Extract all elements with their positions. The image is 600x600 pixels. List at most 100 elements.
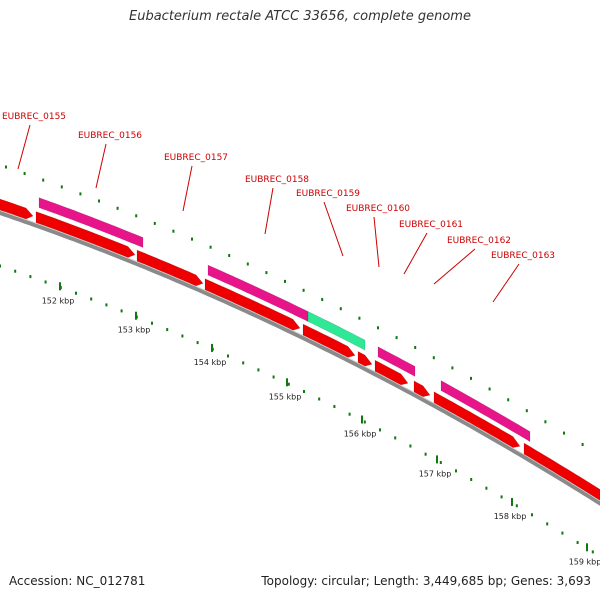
scale-tick-outer <box>79 192 82 196</box>
scale-tick-inner <box>455 469 457 473</box>
rna-feature <box>307 311 366 351</box>
backbone-track <box>0 210 600 506</box>
scale-tick-inner <box>303 390 305 393</box>
scale-tick-inner <box>561 531 564 535</box>
scale-tick-inner <box>500 495 503 499</box>
scale-tick-inner <box>409 444 412 448</box>
scale-tick-outer <box>98 199 100 203</box>
kbp-tick-label: 157 kbp <box>419 469 452 478</box>
scale-tick-inner <box>531 513 533 517</box>
label-layer: 152 kbp 153 kbp 154 kbp 155 kbp 156 kbp 157 k… <box>2 112 600 566</box>
scale-tick-inner <box>485 486 488 490</box>
cds-arrow <box>433 391 521 448</box>
scale-tick-inner <box>227 354 229 358</box>
scale-tick-inner <box>181 334 184 338</box>
scale-tick-outer <box>339 307 342 311</box>
scale-tick-inner <box>44 280 47 284</box>
scale-tick-outer <box>525 409 528 413</box>
kbp-tick-label: 156 kbp <box>344 430 377 439</box>
scale-tick-outer <box>265 271 268 275</box>
scale-tick-outer <box>116 206 119 210</box>
scale-tick-inner <box>75 291 77 295</box>
scale-tick-outer <box>284 279 286 283</box>
kbp-tick-label: 159 kbp <box>569 557 600 566</box>
scale-tick-outer <box>414 346 417 349</box>
scale-tick-inner <box>90 297 93 301</box>
scale-tick-inner <box>242 361 245 365</box>
scale-tick-inner <box>363 420 366 424</box>
cds-arrow <box>413 380 431 398</box>
scale-tick-outer <box>581 443 584 446</box>
scale-tick-inner <box>151 321 153 325</box>
gene-label-eubrec_0162: EUBREC_0162 <box>447 236 511 246</box>
gene-label-eubrec_0160: EUBREC_0160 <box>346 204 410 214</box>
scale-tick-outer <box>191 237 193 241</box>
cds-arrow <box>374 359 409 386</box>
scale-tick-inner <box>515 504 518 508</box>
scale-tick-inner <box>0 264 1 268</box>
cds-arrow <box>357 351 373 367</box>
scale-tick-inner <box>379 428 381 432</box>
scale-tick-inner <box>287 382 290 386</box>
scale-tick-inner <box>14 269 17 273</box>
scale-tick-outer <box>60 185 63 189</box>
scale-tick-outer <box>172 229 175 233</box>
gene-leader-line <box>403 232 428 275</box>
scale-tick-inner <box>470 478 473 481</box>
cds-arrow <box>0 198 34 220</box>
scale-tick-inner <box>333 405 336 408</box>
backbone-highlight <box>0 209 600 502</box>
scale-tick-inner <box>272 375 275 379</box>
gene-leader-line <box>95 143 107 189</box>
scale-tick-outer <box>42 178 45 182</box>
topology-text: Topology: circular; Length: 3,449,685 bp… <box>261 574 591 588</box>
gene-feature <box>440 380 531 443</box>
scale-tick-inner <box>196 341 199 345</box>
scale-tick-outer <box>302 288 305 292</box>
scale-tick-outer <box>377 326 379 330</box>
gene-label-eubrec_0157: EUBREC_0157 <box>164 153 228 163</box>
scale-tick-outer <box>246 262 249 266</box>
scale-tick-outer <box>358 316 361 320</box>
scale-tick-outer <box>23 172 26 175</box>
gene-leader-line <box>17 124 31 170</box>
gene-feature <box>38 197 144 248</box>
gene-label-eubrec_0155: EUBREC_0155 <box>2 112 66 122</box>
kbp-tick-label: 158 kbp <box>494 512 527 521</box>
scale-tick-inner <box>576 541 579 544</box>
cds-arrow <box>302 323 356 358</box>
gene-label-eubrec_0163: EUBREC_0163 <box>491 251 555 261</box>
gene-label-eubrec_0156: EUBREC_0156 <box>78 131 142 141</box>
gene-feature <box>377 346 416 377</box>
gene-leader-line <box>323 201 344 257</box>
scale-tick-inner <box>348 412 351 416</box>
feature-layer <box>0 197 600 501</box>
scale-tick-inner <box>546 522 549 526</box>
accession-text: Accession: NC_012781 <box>9 574 146 588</box>
scale-tick-outer <box>488 387 491 391</box>
scale-tick-outer <box>209 245 212 249</box>
gene-leader-line <box>264 187 274 235</box>
scale-tick-inner <box>257 368 260 372</box>
kbp-tick-label: 153 kbp <box>118 326 151 335</box>
scale-tick-outer <box>470 376 472 380</box>
scale-tick-inner <box>120 309 123 313</box>
gene-leader-line <box>182 165 193 212</box>
gene-leader-line <box>492 263 520 303</box>
scale-tick-outer <box>451 366 454 370</box>
gene-leader-line <box>433 248 476 285</box>
scale-tick-inner <box>318 397 321 401</box>
scale-tick-outer <box>432 356 435 360</box>
tick-layer <box>0 165 594 554</box>
cds-arrow <box>136 249 204 287</box>
scale-tick-inner <box>394 436 397 440</box>
scale-tick-inner <box>424 452 427 456</box>
scale-tick-inner <box>105 303 108 307</box>
scale-tick-inner <box>439 461 442 464</box>
gene-label-eubrec_0159: EUBREC_0159 <box>296 189 360 199</box>
gene-leader-line <box>373 216 380 268</box>
scale-tick-outer <box>563 431 565 435</box>
scale-tick-outer <box>135 214 138 218</box>
